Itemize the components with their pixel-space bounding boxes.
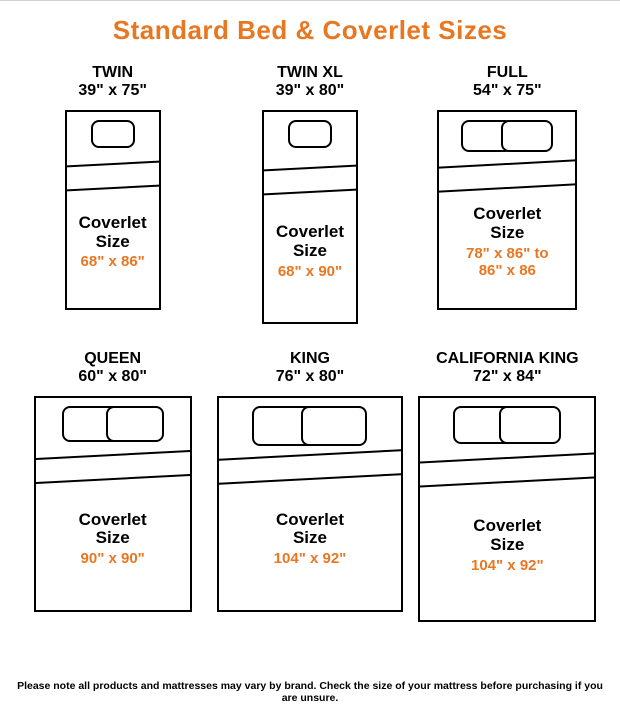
bed-cell: KING76" x 80" CoverletSize 104" x 92": [215, 350, 404, 622]
bed-diagram: CoverletSize 104" x 92": [217, 396, 403, 612]
bed-dimensions: 72" x 84": [473, 368, 542, 386]
blanket: CoverletSize68" x 86": [67, 175, 159, 308]
bed-dimensions: 54" x 75": [473, 82, 542, 100]
bed-cell: FULL54" x 75" CoverletSize 78" x 86" to86"…: [413, 64, 602, 324]
pillow-icon: [106, 406, 164, 442]
coverlet-label: Size: [293, 529, 327, 548]
coverlet-label: Coverlet: [276, 511, 344, 530]
coverlet-label: Coverlet: [79, 214, 147, 233]
bed-diagram: CoverletSize68" x 86": [65, 110, 161, 310]
page-title: Standard Bed & Coverlet Sizes: [0, 15, 620, 46]
blanket: CoverletSize 90" x 90": [36, 466, 190, 610]
blanket: CoverletSize 104" x 92": [219, 466, 401, 610]
bed-name: FULL: [487, 64, 528, 82]
pillow-row: [264, 120, 356, 148]
coverlet-size: 68" x 90": [278, 263, 342, 280]
bed-dimensions: 39" x 80": [276, 82, 345, 100]
coverlet-label: Size: [293, 242, 327, 261]
bed-cell: CALIFORNIA KING72" x 84" CoverletSize 104"…: [413, 350, 602, 622]
pillow-row: [439, 120, 575, 152]
coverlet-label: Size: [490, 536, 524, 555]
bed-cell: TWIN XL39" x 80" CoverletSize 68" x 90": [215, 64, 404, 324]
blanket-fold: [34, 450, 192, 484]
bed-dimensions: 39" x 75": [78, 82, 147, 100]
bed-diagram: CoverletSize 104" x 92": [418, 396, 596, 622]
blanket-fold: [217, 449, 403, 485]
bed-name: TWIN: [92, 64, 133, 82]
bed-grid: TWIN39" x 75"CoverletSize68" x 86"TWIN X…: [0, 64, 620, 622]
pillow-icon: [501, 120, 553, 152]
coverlet-size: 104" x 92": [274, 550, 347, 567]
bed-name: CALIFORNIA KING: [436, 350, 579, 368]
coverlet-label: Coverlet: [473, 205, 541, 224]
bed-diagram: CoverletSize 90" x 90": [34, 396, 192, 612]
pillow-row: [36, 406, 190, 442]
bed-dimensions: 60" x 80": [78, 368, 147, 386]
coverlet-size: 90" x 90": [81, 550, 145, 567]
blanket-fold: [262, 165, 358, 196]
bed-diagram: CoverletSize 78" x 86" to86" x 86: [437, 110, 577, 310]
pillow-icon: [499, 406, 561, 444]
pillow-row: [67, 120, 159, 148]
bed-cell: TWIN39" x 75" CoverletSize68" x 86": [18, 64, 207, 324]
bed-dimensions: 76" x 80": [276, 368, 345, 386]
coverlet-label: Size: [96, 529, 130, 548]
blanket-fold: [437, 159, 577, 192]
pillow-icon: [91, 120, 135, 148]
blanket: CoverletSize 78" x 86" to86" x 86: [439, 175, 575, 308]
footnote: Please note all products and mattresses …: [0, 680, 620, 704]
coverlet-label: Size: [96, 233, 130, 252]
bed-diagram: CoverletSize 68" x 90": [262, 110, 358, 324]
coverlet-label: Coverlet: [79, 511, 147, 530]
pillow-row: [420, 406, 594, 444]
coverlet-label: Size: [490, 224, 524, 243]
pillow-icon: [288, 120, 332, 148]
blanket: CoverletSize 104" x 92": [420, 469, 594, 620]
coverlet-size: 78" x 86" to86" x 86: [466, 245, 549, 280]
coverlet-label: Coverlet: [276, 223, 344, 242]
pillow-row: [219, 406, 401, 446]
bed-name: QUEEN: [84, 350, 141, 368]
coverlet-label: Coverlet: [473, 517, 541, 536]
coverlet-size: 104" x 92": [471, 557, 544, 574]
blanket: CoverletSize 68" x 90": [264, 179, 356, 322]
bed-name: KING: [290, 350, 330, 368]
coverlet-size: 68" x 86": [81, 253, 145, 270]
blanket-fold: [418, 452, 596, 487]
blanket-fold: [65, 160, 161, 191]
bed-cell: QUEEN60" x 80" CoverletSize 90" x 90": [18, 350, 207, 622]
bed-name: TWIN XL: [277, 64, 343, 82]
pillow-icon: [301, 406, 367, 446]
